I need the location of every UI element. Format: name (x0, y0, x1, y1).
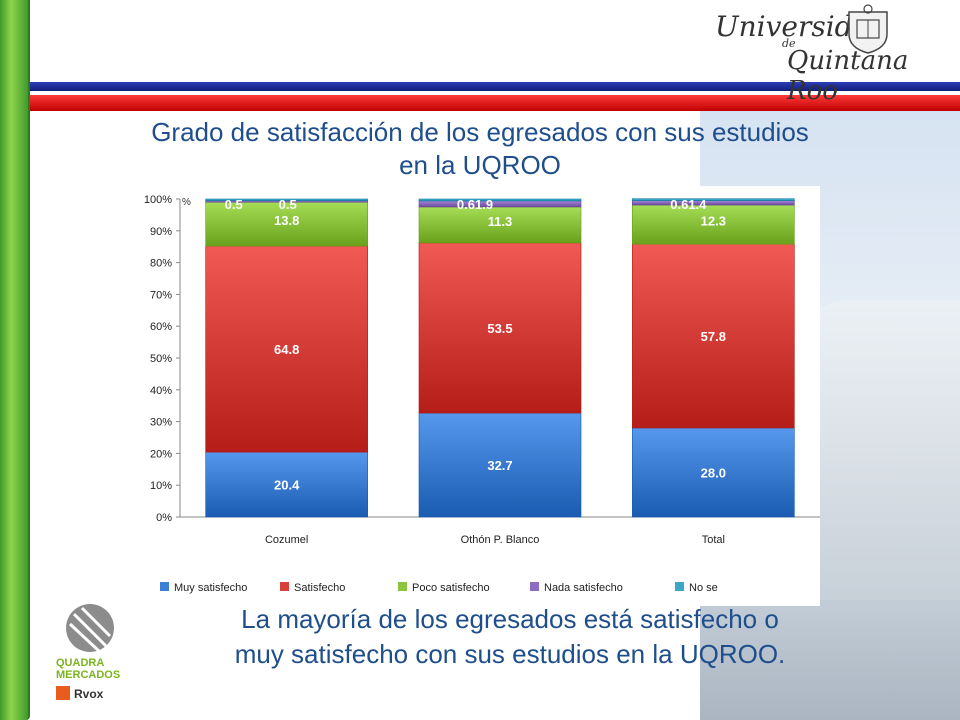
y-tick-label: 50% (150, 353, 172, 365)
bar-muy-satisfecho (632, 427, 795, 518)
bar-muy-satisfecho (205, 451, 368, 518)
data-label: 53.5 (487, 321, 512, 336)
bar-poco-satisfecho (418, 206, 582, 244)
logo-line-2: de (782, 37, 796, 50)
legend-label: Poco satisfecho (412, 582, 490, 594)
partner-logo-line-1: QUADRA (56, 657, 104, 669)
conclusion-text: La mayoría de los egresados está satisfe… (160, 602, 860, 672)
data-label: 20.4 (274, 478, 300, 493)
bar-poco-satisfecho (632, 204, 795, 245)
header-stripe-red (30, 95, 960, 111)
bar-no-se (205, 198, 368, 201)
y-tick-label: 70% (150, 289, 172, 301)
legend-label: Muy satisfecho (174, 582, 247, 594)
category-label: Cozumel (265, 534, 308, 546)
conclusion-line-2: muy satisfecho con sus estudios en la UQ… (234, 639, 786, 669)
y-unit-marker: % (182, 197, 191, 208)
bar-satisfecho (205, 245, 368, 453)
partner-logo-line-2: MERCADOS (56, 669, 120, 681)
data-label: 32.7 (487, 458, 512, 473)
legend-swatch (530, 582, 539, 591)
bar-nada-satisfecho (632, 200, 795, 206)
y-tick-label: 60% (150, 321, 172, 333)
legend-label: Nada satisfecho (544, 582, 623, 594)
slide-title: Grado de satisfacción de los egresados c… (60, 116, 900, 182)
bar-nada-satisfecho (418, 200, 582, 208)
data-label: 0.61.4 (670, 197, 707, 212)
data-label: 12.3 (701, 214, 726, 229)
y-tick-label: 30% (150, 417, 172, 429)
y-tick-label: 100% (144, 194, 172, 206)
logo-line-3: Quintana Roo (787, 46, 909, 106)
title-line-1: Grado de satisfacción de los egresados c… (151, 117, 809, 147)
bar-satisfecho (632, 243, 795, 429)
y-tick-label: 10% (150, 480, 172, 492)
university-logo: Universidad de Quintana Roo (715, 4, 955, 106)
data-label: 11.3 (488, 214, 513, 229)
y-tick-label: 40% (150, 385, 172, 397)
data-label: 64.8 (274, 342, 299, 357)
bar-satisfecho (418, 242, 582, 414)
legend-swatch (675, 582, 684, 591)
legend-label: Satisfecho (294, 582, 345, 594)
satisfaction-chart: 0% 10% 20% 30% 40% 50% 60% 70% 80% 90% 100%% 20.4 64… (120, 186, 820, 606)
title-line-2: en la UQROO (399, 150, 561, 180)
legend-label: No se (689, 582, 718, 594)
bar-no-se (632, 198, 795, 201)
header-stripe-blue (30, 82, 960, 91)
stacked-bar-chart: 0% 10% 20% 30% 40% 50% 60% 70% 80% 90% 100% % 20.4 64… (144, 194, 820, 594)
y-tick-label: 20% (150, 448, 172, 460)
data-label: 0.5 (225, 197, 243, 212)
category-label: Total (702, 534, 725, 546)
data-label: 0.61.9 (457, 197, 493, 212)
conclusion-line-1: La mayoría de los egresados está satisfe… (241, 604, 779, 634)
data-label: 57.8 (701, 329, 726, 344)
y-tick-label: 90% (150, 226, 172, 238)
left-accent-bar (0, 0, 30, 720)
bar-muy-satisfecho (418, 412, 582, 518)
bar-poco-satisfecho (205, 201, 368, 247)
data-label: 28.0 (701, 465, 726, 480)
legend-swatch (160, 582, 169, 591)
bar-no-se (418, 198, 582, 202)
quadra-mercados-logo: QUADRA MERCADOS Rvox (56, 604, 120, 701)
data-label: 13.8 (274, 213, 299, 228)
legend-swatch (398, 582, 407, 591)
data-label: 0.5 (279, 197, 297, 212)
university-seal-icon (848, 4, 888, 54)
legend-swatch (280, 582, 289, 591)
partner-logo-line-3: Rvox (74, 687, 104, 701)
y-tick-label: 0% (156, 512, 172, 524)
category-label: Othón P. Blanco (461, 534, 540, 546)
y-tick-label: 80% (150, 258, 172, 270)
